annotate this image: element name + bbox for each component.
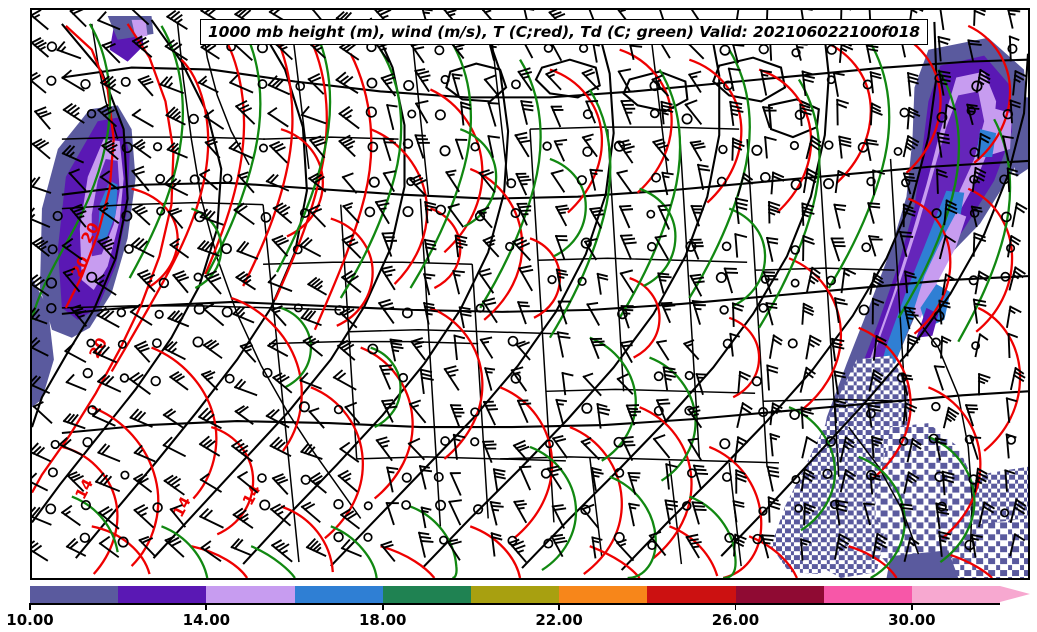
colorbar[interactable]: 10.00 14.00 18.00 22.00 26.00 30.00: [0, 580, 1037, 632]
colorbar-tick-label: 30.00: [888, 611, 936, 629]
colorbar-segment-light-orchid: [206, 586, 295, 603]
colorbar-tick: [910, 603, 913, 610]
colorbar-tick-label: 18.00: [358, 611, 407, 629]
colorbar-segment-olive-yellow: [470, 586, 560, 603]
colorbar-tick: [381, 603, 384, 610]
map-title-text: 1000 mb height (m), wind (m/s), T (C;red…: [208, 22, 920, 41]
colorbar-tick-label: 10.00: [6, 611, 54, 629]
map-canvas: 14 14 14 20 20 20: [32, 10, 1028, 578]
colorbar-segment-light-pink-overflow: [911, 586, 1001, 603]
temperature-contours: [32, 23, 1022, 578]
colorbar-segment-dark-crimson: [735, 586, 824, 603]
colorbar-strip[interactable]: [30, 586, 1001, 603]
colorbar-segment-slate-blue: [30, 586, 119, 603]
map-panel[interactable]: 14 14 14 20 20 20: [30, 8, 1030, 580]
colorbar-tick-label: 14.00: [182, 611, 231, 629]
colorbar-tick-label: 22.00: [535, 611, 583, 629]
colorbar-segment-deep-violet: [118, 586, 207, 603]
colorbar-segment-sea-green: [382, 586, 471, 603]
colorbar-segment-medium-blue: [294, 586, 383, 603]
colorbar-tick: [558, 603, 560, 610]
colorbar-segment-hot-pink: [823, 586, 912, 603]
map-title-box: 1000 mb height (m), wind (m/s), T (C;red…: [200, 19, 928, 45]
colorbar-segment-firebrick: [647, 586, 736, 603]
colorbar-overflow-arrow: [1000, 586, 1030, 602]
state-borders: [61, 19, 973, 567]
colorbar-tick: [205, 603, 208, 610]
colorbar-axis-line: [30, 603, 1000, 605]
colorbar-tick: [734, 603, 737, 610]
colorbar-tick: [29, 603, 31, 610]
colorbar-tick-label: 26.00: [711, 611, 760, 629]
colorbar-segment-orange: [559, 586, 648, 603]
